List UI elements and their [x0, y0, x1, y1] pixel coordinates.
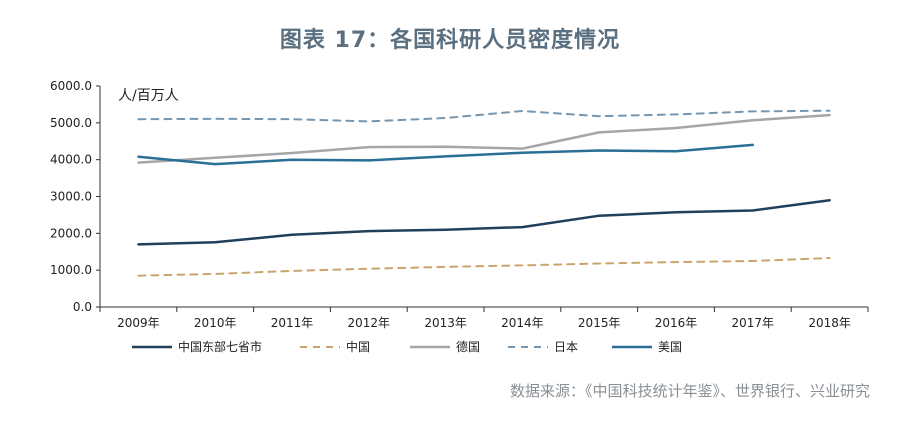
legend-label-3: 日本: [554, 340, 578, 354]
axes: 0.0 1000.0 2000.0 3000.0 4000.0 5000.0 6000.0 2…: [50, 79, 869, 330]
series-layer: [137, 109, 831, 277]
legend-label-2: 德国: [456, 339, 480, 354]
x-tick-label: 2013年: [424, 316, 467, 330]
series-line-3: [137, 109, 831, 123]
legend-label-0: 中国东部七省市: [178, 339, 262, 354]
x-tick-label: 2009年: [117, 316, 160, 330]
series-line-0: [137, 198, 831, 246]
y-tick-label: 6000.0: [50, 79, 92, 93]
x-tick-label: 2018年: [808, 316, 851, 330]
x-tick-label: 2016年: [655, 316, 698, 330]
series-line-1: [137, 257, 831, 277]
y-tick-label: 3000.0: [50, 190, 92, 204]
chart-title: 图表 17：各国科研人员密度情况: [279, 28, 621, 53]
x-tick-label: 2017年: [732, 316, 775, 330]
x-tick-label: 2014年: [501, 316, 544, 330]
y-tick-label: 4000.0: [50, 153, 92, 167]
legend: 中国东部七省市 中国 德国 日本 美国: [132, 339, 682, 354]
legend-label-4: 美国: [658, 340, 682, 354]
series-line-4: [137, 143, 755, 166]
x-tick-label: 2010年: [194, 316, 237, 330]
x-tick-label: 2015年: [578, 316, 621, 330]
y-tick-label: 5000.0: [50, 116, 92, 130]
unit-label: 人/百万人: [118, 88, 179, 104]
x-tick-label: 2011年: [271, 316, 314, 330]
y-tick-label: 0.0: [73, 300, 92, 314]
x-tick-label: 2012年: [348, 316, 391, 330]
legend-label-1: 中国: [346, 339, 370, 354]
y-tick-label: 2000.0: [50, 226, 92, 240]
source-note: 数据来源：《中国科技统计年鉴》、世界银行、兴业研究: [509, 382, 870, 400]
y-tick-label: 1000.0: [50, 263, 92, 277]
series-line-2: [137, 113, 831, 164]
